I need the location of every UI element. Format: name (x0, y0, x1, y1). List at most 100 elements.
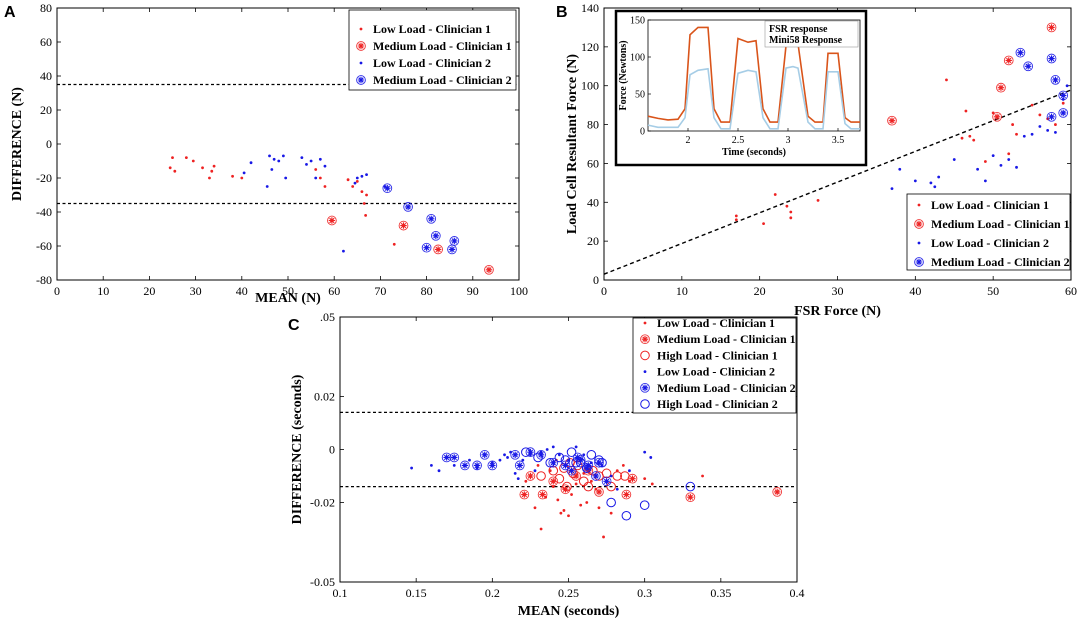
data-point (996, 82, 1006, 93)
marker-star (773, 488, 781, 496)
legend-C: Low Load - Clinician 1 Medium Load - Clin… (632, 316, 797, 414)
data-point (270, 168, 274, 171)
marker-star (1005, 57, 1012, 64)
chart-C: C 0.1 0.15 0.2 0.25 0.3 0.35 0.4 -0.05 -0.02 0 0.02… (288, 310, 805, 619)
data-point (621, 489, 632, 500)
data-point (472, 460, 482, 471)
data-point (506, 456, 509, 459)
marker-ring (441, 452, 452, 463)
marker-star (1048, 113, 1055, 120)
marker-ring (621, 489, 632, 500)
data-point (1030, 103, 1034, 107)
legend-label: Medium Load - Clinician 2 (657, 381, 796, 395)
marker-star (428, 215, 435, 222)
legend-B: Low Load - Clinician 1 Medium Load - Clin… (906, 193, 1071, 271)
legend-marker (640, 399, 650, 409)
data-point (498, 458, 502, 462)
y-tick-label: 80 (40, 1, 52, 15)
legend-marker (917, 203, 921, 207)
y-tick-label: .05 (320, 310, 335, 324)
data-point (365, 173, 368, 177)
legend-label: Medium Load - Clinician 1 (931, 217, 1070, 231)
marker-ring (484, 264, 494, 275)
data-point (1058, 108, 1069, 118)
marker-star (562, 462, 569, 469)
marker-ring (772, 487, 783, 497)
data-point (612, 471, 623, 481)
data-point (562, 481, 572, 492)
data-point (898, 167, 902, 171)
data-point (437, 469, 441, 473)
data-point (468, 458, 471, 462)
y-tick-label: -0.02 (310, 496, 335, 510)
y-tick-label: 120 (581, 40, 599, 54)
marker-star (400, 222, 407, 229)
data-point (533, 506, 537, 510)
inset-x-tick-label: 3 (786, 135, 791, 146)
data-point (360, 174, 364, 178)
marker-star (595, 459, 603, 466)
marker-ring (1058, 108, 1069, 118)
marker-ring (548, 476, 559, 487)
data-point (539, 527, 543, 531)
x-tick-label: 100 (510, 284, 528, 298)
marker-star (1052, 76, 1059, 84)
data-point (212, 164, 216, 168)
inset-legend-box (764, 20, 859, 48)
marker-ring (914, 219, 924, 229)
data-point (976, 167, 979, 171)
data-point (1015, 47, 1026, 58)
data-point (309, 159, 313, 163)
marker-star (550, 459, 557, 466)
inset-legend-label: Mini58 Response (769, 35, 843, 46)
data-point (305, 163, 308, 166)
data-point (606, 497, 616, 508)
marker-ring (426, 213, 437, 224)
data-point (789, 210, 793, 214)
data-point (281, 154, 285, 158)
marker-star (448, 246, 456, 253)
y-tick-label: 60 (40, 35, 52, 49)
data-point (1023, 61, 1034, 72)
marker-ring (536, 449, 546, 460)
data-point (441, 452, 452, 463)
data-point (594, 487, 604, 497)
marker-star (577, 456, 584, 464)
marker-star (585, 462, 592, 469)
legend-marker (640, 334, 650, 345)
inset-x-tick-label: 3.5 (832, 135, 845, 146)
data-point (589, 479, 593, 483)
marker-ring (594, 457, 604, 468)
data-point (430, 230, 441, 241)
data-point (284, 176, 288, 180)
marker-star (461, 462, 469, 469)
y-tick-label: 80 (587, 118, 599, 132)
marker-star (623, 491, 630, 498)
data-point (609, 474, 613, 478)
data-point (816, 198, 820, 202)
data-point (351, 185, 355, 188)
data-point (537, 489, 548, 500)
legend-marker (356, 75, 366, 85)
y-tick-label: 140 (581, 1, 599, 15)
data-point (992, 111, 1002, 122)
data-point (554, 452, 565, 463)
data-point (913, 179, 917, 183)
data-point (318, 157, 322, 161)
data-point (536, 471, 546, 481)
marker-ring (449, 236, 460, 246)
data-point (983, 179, 987, 183)
inset-legend-label: FSR response (769, 24, 828, 35)
data-point (398, 220, 409, 231)
y-tick-label: 0 (593, 273, 599, 287)
data-point (323, 164, 327, 168)
data-point (575, 455, 586, 465)
data-point (597, 506, 601, 510)
y-tick-label: -0.05 (310, 575, 335, 589)
legend-label: High Load - Clinician 1 (657, 348, 778, 362)
marker-star (641, 336, 649, 343)
x-axis-label-C: MEAN (seconds) (518, 604, 620, 619)
marker-ring (992, 111, 1002, 122)
